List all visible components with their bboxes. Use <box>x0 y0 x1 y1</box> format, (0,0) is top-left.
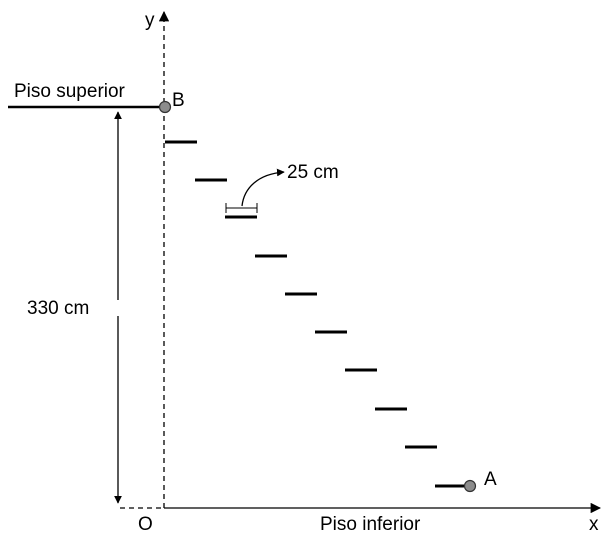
upper-floor-label: Piso superior <box>14 81 126 102</box>
point-b-label: B <box>172 90 185 111</box>
step-width-label: 25 cm <box>287 162 339 183</box>
point-b-marker <box>158 100 172 114</box>
y-axis-label: y <box>145 10 155 31</box>
step-width-dimension <box>225 203 258 213</box>
point-a-label: A <box>484 469 497 490</box>
lower-floor-label: Piso inferior <box>320 514 421 535</box>
height-label-bg <box>20 293 116 319</box>
origin-label: O <box>138 514 153 535</box>
x-axis-label: x <box>589 514 599 535</box>
point-a-marker <box>463 479 477 493</box>
steps-group <box>165 140 468 488</box>
height-label: 330 cm <box>27 298 89 319</box>
step-width-arrow <box>241 168 285 207</box>
